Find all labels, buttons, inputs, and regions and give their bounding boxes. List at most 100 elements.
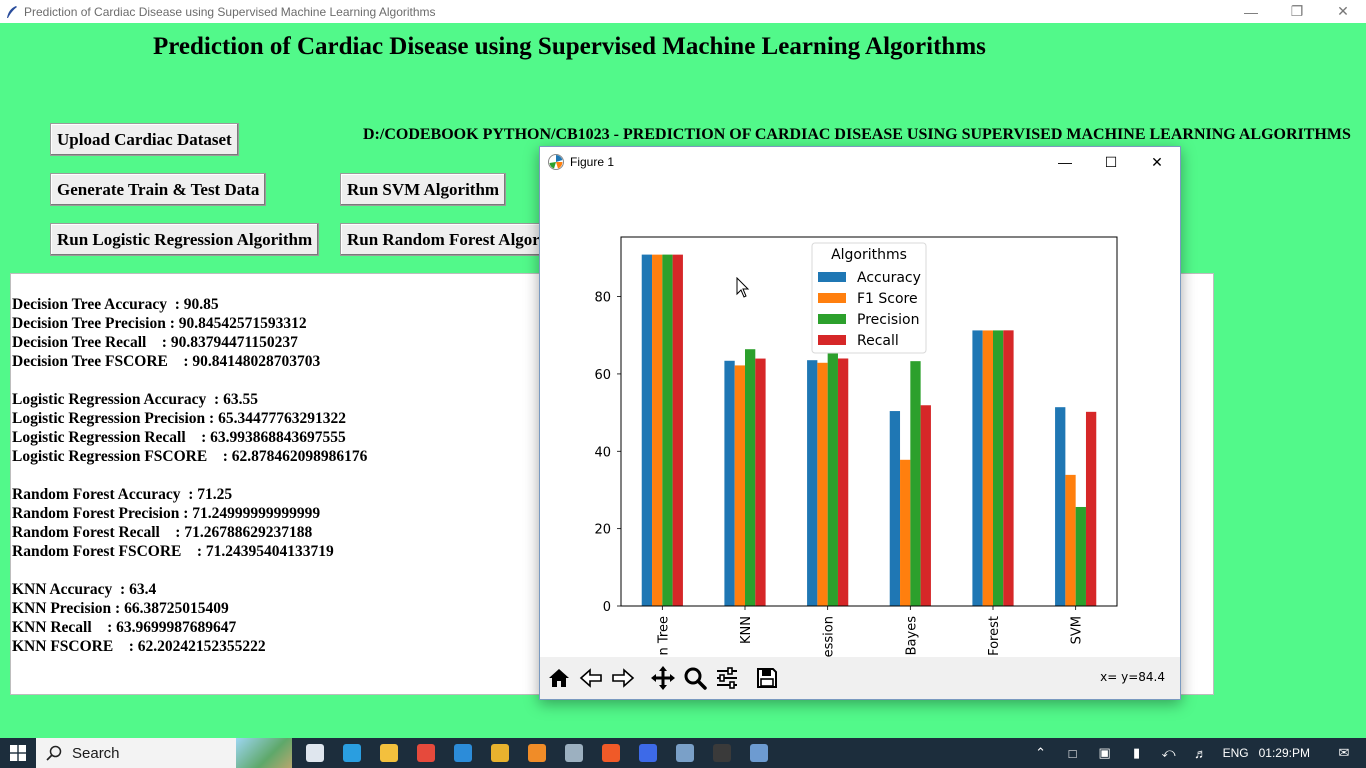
run-logistic-regression-button[interactable]: Run Logistic Regression Algorithm — [50, 223, 320, 256]
x-tick-label: KNN — [739, 616, 754, 644]
result-line: Logistic Regression Recall : 63.99386884… — [12, 429, 346, 446]
save-icon[interactable] — [751, 663, 782, 694]
result-line: KNN Accuracy : 63.4 — [12, 581, 157, 598]
bar-precision — [827, 353, 838, 606]
bar-precision — [1075, 506, 1086, 606]
app-gray-icon — [564, 744, 583, 762]
notifications-icon[interactable]: ✉ — [1338, 745, 1350, 760]
pan-icon[interactable] — [647, 663, 678, 694]
mouse-cursor-icon — [736, 277, 750, 298]
figure-minimize-button[interactable]: — — [1058, 154, 1072, 170]
meet-now-icon[interactable]: □ — [1068, 745, 1077, 761]
legend-swatch — [818, 335, 846, 345]
bar-accuracy — [807, 360, 818, 606]
chevron-up-icon[interactable]: ⌃ — [1035, 745, 1047, 760]
vscode-icon — [453, 744, 472, 762]
legend-title: Algorithms — [831, 247, 907, 263]
taskbar-apps — [296, 738, 777, 768]
legend-swatch — [818, 293, 846, 303]
generate-train-test-button[interactable]: Generate Train & Test Data — [50, 173, 267, 206]
run-svm-button[interactable]: Run SVM Algorithm — [340, 173, 507, 206]
taskbar-app-app-red[interactable] — [407, 738, 444, 768]
y-tick-label: 80 — [594, 291, 611, 306]
configure-icon[interactable] — [711, 663, 742, 694]
forward-icon[interactable] — [607, 663, 638, 694]
restore-button[interactable]: ❐ — [1290, 3, 1304, 19]
result-line: Logistic Regression Precision : 65.34477… — [12, 410, 346, 427]
y-tick-label: 0 — [603, 600, 611, 615]
result-line: KNN Recall : 63.9699987689647 — [12, 619, 237, 636]
search-placeholder: Search — [72, 744, 120, 762]
close-button[interactable]: ✕ — [1337, 3, 1349, 19]
taskbar-app-chrome[interactable] — [481, 738, 518, 768]
bar-precision — [993, 330, 1004, 606]
taskbar-app-app-gray[interactable] — [555, 738, 592, 768]
bar-recall — [837, 358, 849, 606]
bar-f1-score — [817, 362, 828, 606]
taskbar-search[interactable]: Search — [36, 738, 292, 768]
bar-precision — [745, 349, 756, 606]
x-tick-label: ession — [822, 616, 837, 657]
legend-swatch — [818, 272, 846, 282]
edge-icon — [342, 744, 361, 762]
search-highlight-image — [236, 738, 292, 768]
app-red-icon — [416, 744, 435, 762]
file-explorer-icon — [379, 744, 398, 762]
taskbar-app-brave[interactable] — [592, 738, 629, 768]
figure-maximize-button[interactable]: ☐ — [1104, 153, 1118, 170]
back-icon[interactable] — [575, 663, 606, 694]
window-titlebar: Prediction of Cardiac Disease using Supe… — [0, 0, 1366, 23]
x-tick-label: SVM — [1070, 616, 1085, 644]
result-line: Random Forest FSCORE : 71.24395404133719 — [12, 543, 334, 560]
taskbar-app-edge[interactable] — [333, 738, 370, 768]
bar-recall — [1085, 411, 1097, 606]
legend-entry: Precision — [857, 312, 919, 328]
taskbar-app-vscode[interactable] — [444, 738, 481, 768]
taskbar-app-app-monitor[interactable] — [666, 738, 703, 768]
window-title: Prediction of Cardiac Disease using Supe… — [24, 4, 436, 19]
taskbar-app-file-explorer[interactable] — [370, 738, 407, 768]
taskbar-app-python[interactable] — [740, 738, 777, 768]
display-icon[interactable]: ▣ — [1098, 745, 1111, 760]
system-tray: ⌃ □ ▣ ▮ ⤺ ♬ ENG 01:29:PM ✉ — [1025, 738, 1366, 768]
upload-dataset-button[interactable]: Upload Cardiac Dataset — [50, 123, 239, 156]
x-tick-label: Bayes — [904, 616, 919, 656]
bar-f1-score — [652, 254, 663, 606]
chrome-icon — [490, 744, 509, 762]
zoom-icon[interactable] — [679, 663, 710, 694]
figure-canvas[interactable]: n Tree KNN ession Bayes Forest SVM 0 20 40 60 80 Al… — [540, 177, 1180, 657]
result-line: Decision Tree Accuracy : 90.85 — [12, 296, 219, 313]
result-line: Logistic Regression FSCORE : 62.87846209… — [12, 448, 368, 465]
volume-icon[interactable]: ♬ — [1194, 745, 1208, 761]
bar-precision — [910, 361, 921, 606]
x-tick-label: Forest — [987, 616, 1002, 656]
bar-f1-score — [982, 330, 993, 606]
bar-accuracy — [641, 254, 653, 606]
app-blue-icon — [638, 744, 657, 762]
home-icon[interactable] — [543, 663, 574, 694]
figure-window[interactable]: Figure 1 — ☐ ✕ n Tree KNN ession Bayes Fores… — [539, 146, 1181, 700]
result-line: KNN FSCORE : 62.20242152355222 — [12, 638, 266, 655]
bar-f1-score — [734, 365, 745, 606]
taskbar: Search ⌃ □ ▣ ▮ ⤺ ♬ ENG 01:29:PM ✉ — [0, 738, 1366, 768]
language-indicator[interactable]: ENG — [1222, 746, 1249, 760]
taskbar-app-task-view[interactable] — [296, 738, 333, 768]
battery-icon[interactable]: ▮ — [1133, 745, 1141, 760]
minimize-button[interactable]: — — [1244, 3, 1258, 20]
taskbar-app-search-app[interactable] — [518, 738, 555, 768]
start-button[interactable] — [0, 738, 36, 768]
bar-recall — [755, 358, 766, 606]
figure-close-button[interactable]: ✕ — [1151, 153, 1163, 170]
figure-title: Figure 1 — [570, 155, 615, 169]
taskbar-app-terminal[interactable] — [703, 738, 740, 768]
clock[interactable]: 01:29:PM — [1258, 746, 1310, 760]
taskbar-app-app-blue[interactable] — [629, 738, 666, 768]
search-icon — [46, 745, 62, 761]
y-tick-label: 60 — [594, 368, 611, 383]
terminal-icon — [712, 744, 731, 762]
bar-recall — [672, 254, 683, 606]
legend-swatch — [818, 314, 846, 324]
wifi-icon[interactable]: ⤺ — [1161, 745, 1176, 760]
legend-entry: Accuracy — [857, 270, 921, 286]
matplotlib-icon — [548, 154, 564, 170]
